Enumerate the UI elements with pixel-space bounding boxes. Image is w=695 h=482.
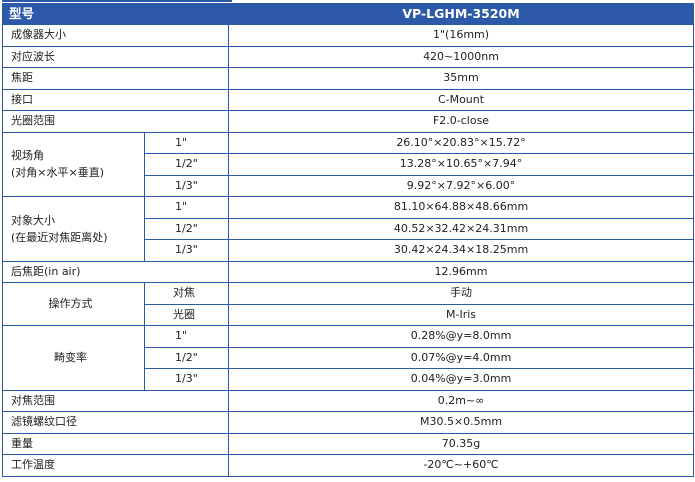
spec-table: 型号 VP-LGHM-3520M 成像器大小 1"(16mm) 对应波长 420… [1,3,695,477]
row-value-focus-range: 0.2m~∞ [228,389,695,412]
row-value-temperature: -20℃~+60℃ [228,454,695,477]
row-value-wavelength: 420~1000nm [228,45,695,68]
object-label-line2: (在最近对焦距离处) [11,230,108,244]
row-label-mount: 接口 [1,88,230,111]
fov-size: 1" [143,131,230,154]
operation-value: 手动 [228,282,695,305]
fov-label-line2: (对角×水平×垂直) [11,166,105,180]
distortion-group-label: 畸变率 [2,325,145,391]
row-value-sensor: 1"(16mm) [228,24,695,47]
fov-value: 13.28°×10.65°×7.94° [228,153,695,176]
table-row: 对应波长 420~1000nm [1,45,695,68]
row-value-weight: 70.35g [228,432,695,455]
spec-table-container: 型号 VP-LGHM-3520M 成像器大小 1"(16mm) 对应波长 420… [1,3,695,480]
table-row: 工作温度 -20℃~+60℃ [1,454,695,477]
operation-group-label: 操作方式 [2,282,145,326]
object-size: 1/2" [143,217,230,240]
distortion-value: 0.04%@y=3.0mm [228,368,695,391]
fov-label-line1: 视场角 [11,149,44,163]
row-label-focus-range: 对焦范围 [1,389,230,412]
operation-value: M-Iris [228,303,695,326]
model-value: VP-LGHM-3520M [228,3,695,25]
fov-group-label: 视场角 (对角×水平×垂直) [2,131,145,197]
row-label-sensor: 成像器大小 [1,24,230,47]
table-row: 1/3" 9.92°×7.92°×6.00° [3,174,695,197]
table-row: 光圈范围 F2.0-close [1,110,695,133]
operation-sub: 对焦 [143,282,230,305]
object-value: 40.52×32.42×24.31mm [228,217,695,240]
row-label-weight: 重量 [1,432,230,455]
distortion-value: 0.28%@y=8.0mm [228,325,695,348]
row-label-temperature: 工作温度 [1,454,230,477]
table-row: 对象大小 (在最近对焦距离处) 1" 81.10×64.88×48.66mm [2,196,695,262]
distortion-size: 1" [143,325,230,348]
object-group-label: 对象大小 (在最近对焦距离处) [2,196,145,262]
table-row: 畸变率 1" 0.28%@y=8.0mm [2,325,695,391]
table-row: 光圈 M-Iris [3,303,695,326]
table-row: 滤镜螺纹口径 M30.5×0.5mm [1,411,695,434]
row-label-focal: 焦距 [1,67,230,90]
fov-size: 1/2" [143,153,230,176]
table-row: 成像器大小 1"(16mm) [1,24,695,47]
row-label-wavelength: 对应波长 [1,45,230,68]
row-value-back-focal: 12.96mm [228,260,695,283]
table-row: 后焦距(in air) 12.96mm [1,260,695,283]
row-value-focal: 35mm [228,67,695,90]
object-size: 1" [143,196,230,219]
table-row: 1/3" 0.04%@y=3.0mm [3,368,695,391]
top-accent-line [2,0,232,2]
object-value: 81.10×64.88×48.66mm [228,196,695,219]
table-row: 焦距 35mm [1,67,695,90]
row-value-filter: M30.5×0.5mm [228,411,695,434]
operation-sub: 光圈 [143,303,230,326]
fov-value: 26.10°×20.83°×15.72° [228,131,695,154]
fov-value: 9.92°×7.92°×6.00° [228,174,695,197]
row-value-aperture: F2.0-close [228,110,695,133]
distortion-value: 0.07%@y=4.0mm [228,346,695,369]
table-row: 视场角 (对角×水平×垂直) 1" 26.10°×20.83°×15.72° [2,131,695,197]
distortion-size: 1/3" [143,368,230,391]
object-label-line1: 对象大小 [11,213,55,227]
distortion-size: 1/2" [143,346,230,369]
row-label-aperture: 光圈范围 [1,110,230,133]
table-header-row: 型号 VP-LGHM-3520M [1,3,695,25]
row-value-mount: C-Mount [228,88,695,111]
row-label-back-focal: 后焦距(in air) [1,260,230,283]
model-label: 型号 [1,3,230,25]
object-size: 1/3" [143,239,230,262]
row-label-filter: 滤镜螺纹口径 [1,411,230,434]
table-row: 接口 C-Mount [1,88,695,111]
object-value: 30.42×24.34×18.25mm [228,239,695,262]
fov-size: 1/3" [143,174,230,197]
table-row: 对焦范围 0.2m~∞ [1,389,695,412]
table-row: 重量 70.35g [1,432,695,455]
table-row: 操作方式 对焦 手动 [2,282,695,326]
